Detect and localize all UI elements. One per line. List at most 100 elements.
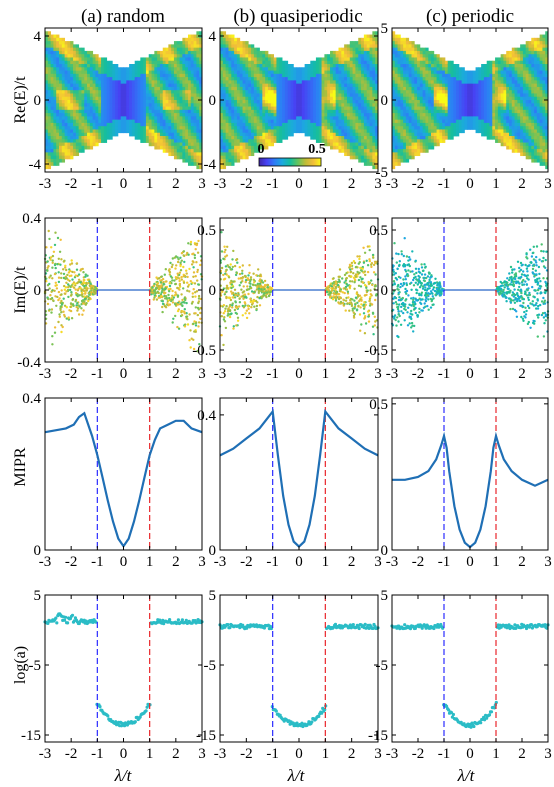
heatmap-cell xyxy=(95,136,99,140)
heatmap-cell xyxy=(262,96,266,101)
heatmap-cell xyxy=(162,109,166,114)
heatmap-cell xyxy=(78,113,82,117)
heatmap-cell xyxy=(242,113,246,117)
heatmap-cell xyxy=(431,77,435,81)
heatmap-cell xyxy=(81,126,85,130)
heatmap-cell xyxy=(225,116,229,121)
heatmap-cell xyxy=(87,60,91,65)
heatmap-cell xyxy=(56,136,60,140)
heatmap-cell xyxy=(422,47,426,52)
heatmap-cell xyxy=(419,129,424,134)
heatmap-cell xyxy=(511,149,515,153)
heatmap-cell xyxy=(162,47,166,52)
heatmap-cell xyxy=(461,93,465,98)
heatmap-cell xyxy=(330,67,334,71)
heatmap-cell xyxy=(522,142,527,147)
heatmap-cell xyxy=(520,70,524,75)
heatmap-cell xyxy=(453,113,457,117)
heatmap-cell xyxy=(265,100,269,104)
heatmap-cell xyxy=(439,83,443,88)
heatmap-cell xyxy=(366,93,370,98)
heatmap-cell xyxy=(112,129,116,134)
heatmap-cell xyxy=(483,77,488,81)
heatmap-cell xyxy=(89,57,94,62)
heatmap-cell xyxy=(168,109,172,114)
heatmap-cell xyxy=(506,119,510,124)
heatmap-cell xyxy=(89,129,94,134)
heatmap-cell xyxy=(53,100,57,104)
heatmap-cell xyxy=(145,77,150,81)
heatmap-cell xyxy=(408,77,412,81)
heatmap-cell xyxy=(67,113,71,117)
heatmap-cell xyxy=(145,113,150,117)
heatmap-cell xyxy=(78,83,82,88)
heatmap-cell xyxy=(267,142,272,147)
heatmap-cell xyxy=(84,93,88,98)
heatmap-cell xyxy=(414,100,418,104)
heatmap-cell xyxy=(165,60,169,65)
heatmap-cell xyxy=(185,73,189,78)
heatmap-cell xyxy=(242,136,246,140)
heatmap-cell xyxy=(478,86,482,91)
heatmap-cell xyxy=(157,93,161,98)
heatmap-cell xyxy=(242,152,246,157)
heatmap-cell xyxy=(70,149,74,153)
heatmap-cell xyxy=(506,113,510,117)
heatmap-cell xyxy=(228,145,232,150)
heatmap-cell xyxy=(196,116,200,121)
heatmap-cell xyxy=(506,90,510,94)
heatmap-cell xyxy=(187,116,192,121)
heatmap-cell xyxy=(363,109,368,114)
heatmap-cell xyxy=(349,96,354,101)
heatmap-cell xyxy=(330,145,334,150)
heatmap-cell xyxy=(239,103,243,107)
heatmap-cell xyxy=(56,119,60,124)
heatmap-cell xyxy=(78,100,82,104)
heatmap-cell xyxy=(425,77,429,81)
heatmap-cell xyxy=(84,116,88,121)
heatmap-cell xyxy=(417,93,421,98)
heatmap-cell xyxy=(47,67,51,71)
heatmap-cell xyxy=(131,73,136,78)
heatmap-cell xyxy=(495,60,499,65)
heatmap-cell xyxy=(346,64,351,68)
heatmap-cell xyxy=(59,86,63,91)
heatmap-cell xyxy=(222,139,227,143)
heatmap-cell xyxy=(157,132,161,137)
heatmap-cell xyxy=(514,100,518,104)
heatmap-cell xyxy=(296,122,300,127)
heatmap-cell xyxy=(154,100,158,104)
heatmap-cell xyxy=(403,47,407,52)
heatmap-cell xyxy=(256,119,260,124)
heatmap-cell xyxy=(279,83,283,88)
heatmap-cell xyxy=(143,106,147,111)
heatmap-cell xyxy=(405,60,410,65)
heatmap-cell xyxy=(352,113,356,117)
heatmap-cell xyxy=(358,132,362,137)
heatmap-cell xyxy=(70,119,74,124)
heatmap-cell xyxy=(394,149,398,153)
heatmap-cell xyxy=(276,77,280,81)
heatmap-cell xyxy=(450,96,454,101)
heatmap-cell xyxy=(109,80,113,85)
heatmap-cell xyxy=(500,73,504,78)
heatmap-cell xyxy=(56,145,60,150)
heatmap-cell xyxy=(369,47,373,52)
heatmap-cell xyxy=(145,64,150,68)
heatmap-cell xyxy=(408,50,412,55)
heatmap-cell xyxy=(509,136,513,140)
heatmap-cell xyxy=(506,86,510,91)
heatmap-cell xyxy=(148,96,152,101)
heatmap-cell xyxy=(366,139,370,143)
heatmap-cell xyxy=(525,126,529,130)
heatmap-cell xyxy=(397,37,401,42)
heatmap-cell xyxy=(103,129,108,134)
heatmap-cell xyxy=(182,73,186,78)
heatmap-cell xyxy=(70,50,74,55)
heatmap-cell xyxy=(84,77,88,81)
heatmap-cell xyxy=(338,132,342,137)
heatmap-cell xyxy=(346,70,351,75)
heatmap-cell xyxy=(369,50,373,55)
heatmap-cell xyxy=(50,93,54,98)
heatmap-cell xyxy=(265,64,269,68)
